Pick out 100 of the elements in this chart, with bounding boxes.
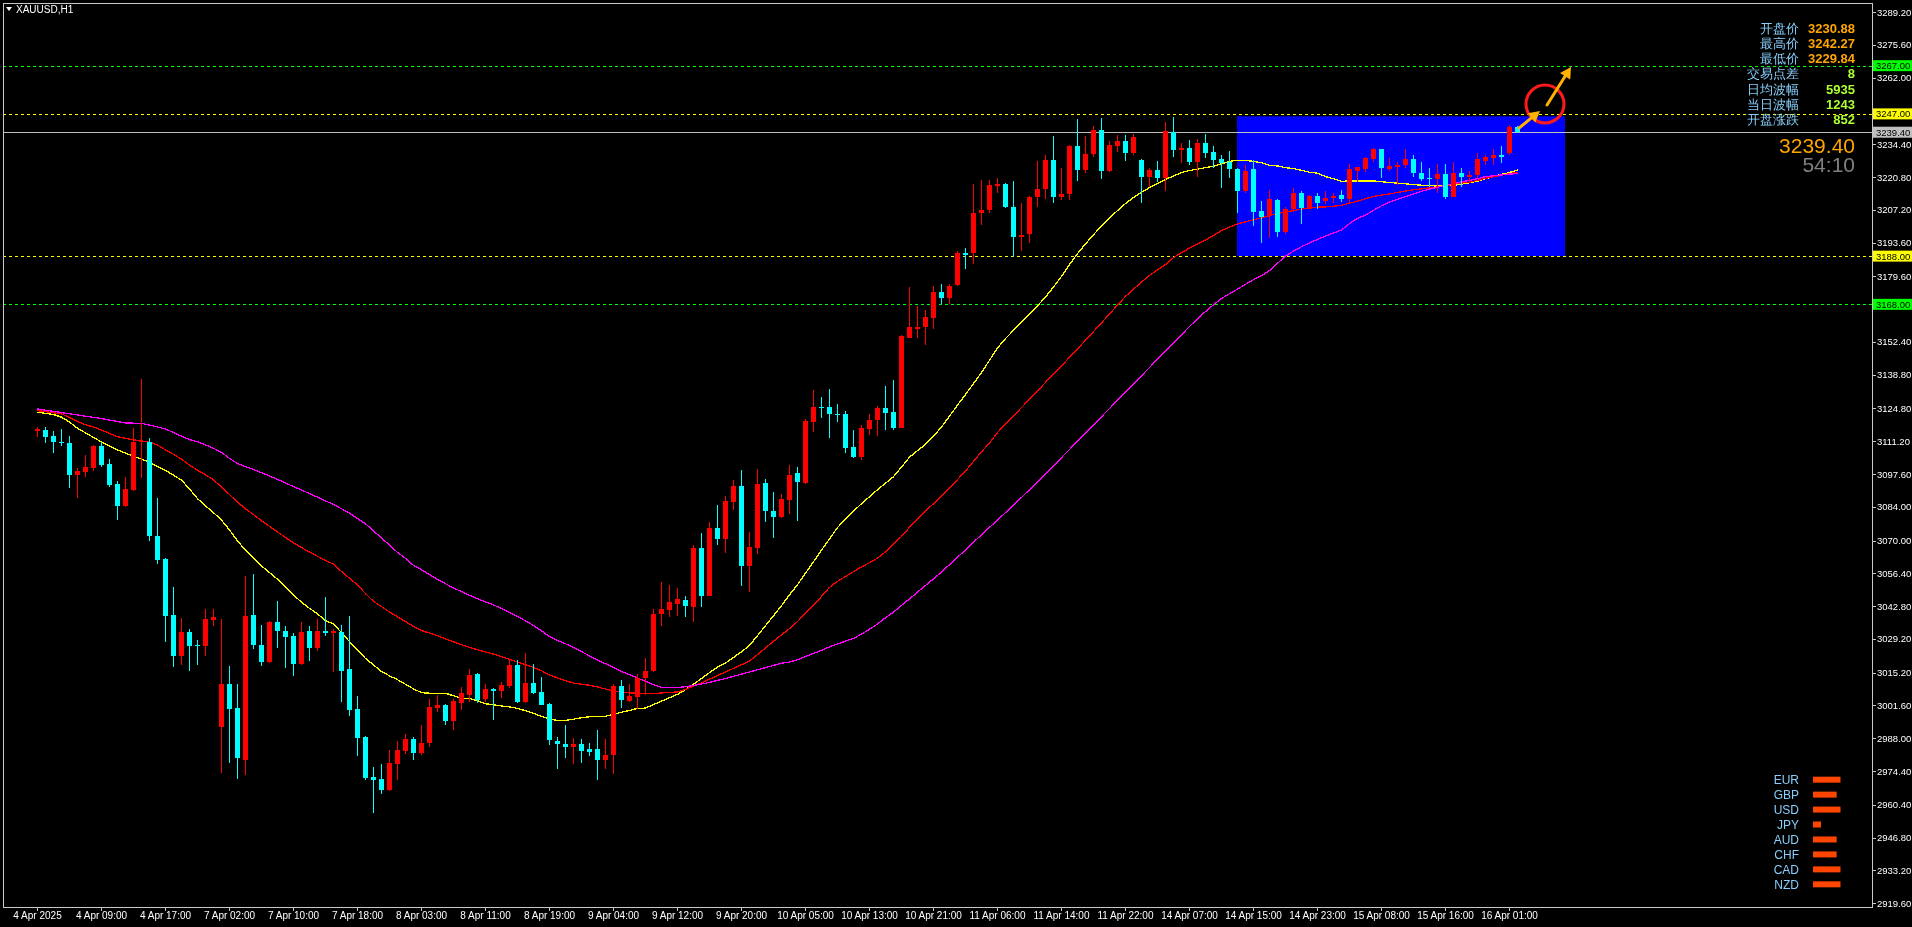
candlestick — [411, 736, 416, 761]
candlestick — [947, 283, 952, 305]
y-tick-label: 3234.40 — [1877, 138, 1912, 150]
candlestick — [875, 405, 880, 437]
candlestick — [507, 659, 512, 689]
x-tick-label: 15 Apr 08:00 — [1353, 910, 1411, 921]
candlestick — [451, 698, 456, 731]
candlestick — [1475, 152, 1480, 179]
candlestick — [939, 283, 944, 305]
ref-line-label: 3239.40 — [1876, 126, 1911, 138]
candlestick — [491, 687, 496, 721]
candlestick — [107, 458, 112, 488]
y-tick-label: 3207.20 — [1877, 204, 1912, 216]
y-tick-label: 3001.60 — [1877, 699, 1912, 711]
candlestick — [1259, 200, 1264, 244]
candlestick — [555, 736, 560, 770]
y-tick-label: 3262.00 — [1877, 72, 1912, 84]
y-tick-label: 3015.20 — [1877, 667, 1912, 679]
candlestick — [1443, 163, 1448, 200]
candlestick — [91, 444, 96, 472]
y-tick-label: 3275.60 — [1877, 39, 1912, 51]
x-tick-label: 10 Apr 21:00 — [905, 910, 963, 921]
y-tick-label: USD — [1773, 803, 1800, 818]
candlestick — [307, 625, 312, 662]
y-tick-label: 3084.00 — [1877, 501, 1912, 513]
y-tick-label: 2974.40 — [1877, 765, 1912, 777]
candlestick — [195, 639, 200, 666]
candlestick — [715, 504, 720, 546]
y-tick-label: 2946.80 — [1877, 832, 1912, 844]
y-tick-label: 2988.00 — [1877, 732, 1912, 744]
candlestick — [419, 724, 424, 756]
x-tick-label: 4 Apr 09:00 — [75, 910, 128, 921]
x-tick-label: 8 Apr 11:00 — [460, 910, 512, 921]
candlestick — [747, 531, 752, 593]
y-tick-label: 2933.20 — [1877, 864, 1912, 876]
y-tick-label: 3152.40 — [1877, 336, 1912, 348]
candlestick — [395, 740, 400, 781]
candlestick — [891, 379, 896, 431]
candlestick — [123, 476, 128, 508]
candlestick — [379, 763, 384, 795]
candlestick — [83, 454, 88, 478]
candlestick — [179, 617, 184, 666]
ref-line-label: 3168.00 — [1876, 298, 1911, 310]
y-tick-label: NZD — [1774, 877, 1800, 892]
candlestick — [315, 618, 320, 652]
candlestick — [1179, 142, 1184, 164]
candlestick — [1291, 187, 1296, 213]
candlestick — [1403, 148, 1408, 169]
candlestick — [1035, 160, 1040, 208]
candlestick — [259, 624, 264, 667]
x-tick-label: 11 Apr 14:00 — [1033, 910, 1090, 921]
x-tick-label: 9 Apr 12:00 — [651, 910, 704, 921]
candlestick — [1195, 138, 1200, 178]
x-tick-label: 8 Apr 19:00 — [523, 910, 576, 921]
candlestick — [467, 668, 472, 703]
candlestick — [1147, 167, 1152, 188]
candlestick — [539, 676, 544, 706]
candlestick — [603, 738, 608, 770]
candlestick — [907, 286, 912, 339]
x-tick-label: 10 Apr 13:00 — [841, 910, 899, 921]
candlestick — [683, 595, 688, 618]
candlestick — [99, 441, 104, 468]
ref-line-label: 3247.00 — [1876, 108, 1911, 120]
y-tick-label: 2919.60 — [1877, 897, 1912, 909]
candlestick — [531, 663, 536, 695]
candlestick — [1379, 148, 1384, 179]
candlestick — [1203, 133, 1208, 159]
y-tick-label: 3070.00 — [1877, 535, 1912, 547]
text: 开盘涨跌 852 — [1747, 111, 1855, 127]
text: 当日波幅 1243 — [1747, 96, 1855, 112]
y-tick-label: 3029.20 — [1877, 633, 1912, 645]
y-tick-label: EUR — [1773, 773, 1800, 788]
x-tick-label: 4 Apr 17:00 — [139, 910, 192, 921]
y-tick-label: 3289.20 — [1877, 6, 1912, 18]
candlestick — [771, 491, 776, 539]
candlestick — [1299, 190, 1304, 225]
text: 最低价 3229.84 — [1760, 51, 1856, 67]
candlestick — [187, 628, 192, 672]
candlestick — [1155, 160, 1160, 183]
y-tick-label: 2960.40 — [1877, 799, 1912, 811]
y-tick-label: CHF — [1774, 847, 1799, 862]
text: 交易点差 8 — [1747, 66, 1855, 82]
candlestick — [275, 600, 280, 649]
candlestick — [827, 388, 832, 439]
y-tick-label: 3220.80 — [1877, 171, 1912, 183]
text: 日均波幅 5935 — [1747, 81, 1855, 97]
candlestick — [1243, 164, 1248, 194]
candlestick — [1283, 206, 1288, 235]
candlestick — [283, 625, 288, 669]
candlestick — [619, 679, 624, 709]
ref-line-label: 3267.00 — [1876, 60, 1911, 72]
x-tick-label: 15 Apr 16:00 — [1417, 910, 1475, 921]
candlestick — [1187, 139, 1192, 166]
x-tick-label: 11 Apr 06:00 — [969, 910, 1026, 921]
y-tick-label: 3179.60 — [1877, 270, 1912, 282]
candlestick — [779, 493, 784, 519]
candlestick — [867, 413, 872, 436]
candlestick — [851, 429, 856, 459]
candlestick — [1211, 145, 1216, 169]
candlestick — [595, 729, 600, 781]
